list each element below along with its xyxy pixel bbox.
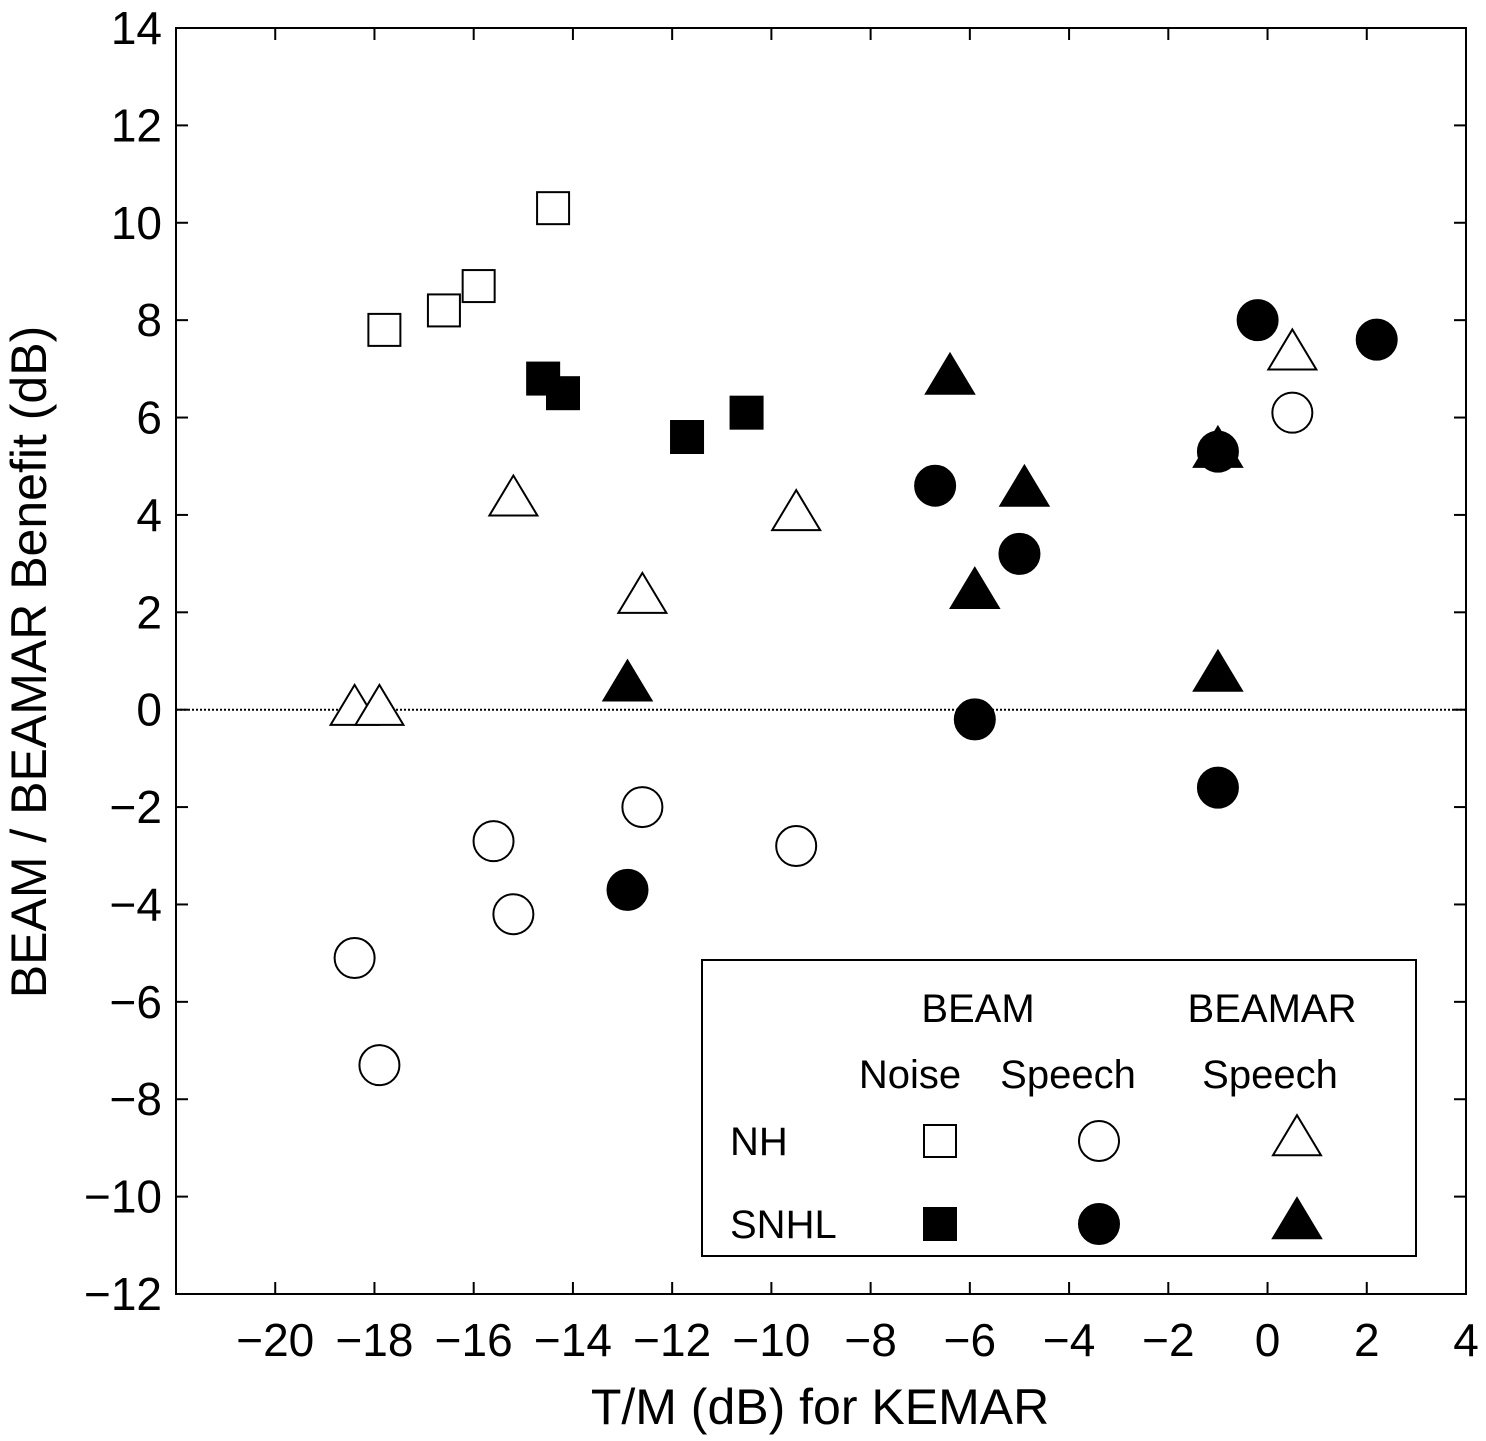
y-tick-label: −6 — [110, 976, 162, 1028]
legend-snhl-beamar-marker — [1271, 1196, 1323, 1240]
x-tick-label: 2 — [1354, 1314, 1380, 1366]
snhl-beam-noise-point — [670, 420, 705, 455]
legend-snhl-noise-marker — [923, 1207, 957, 1241]
snhl-beam-noise-point — [729, 395, 764, 430]
x-tick-label: 0 — [1255, 1314, 1281, 1366]
legend-snhl-speech-marker — [1078, 1203, 1120, 1245]
x-axis-title: T/M (dB) for KEMAR — [591, 1379, 1049, 1435]
y-tick-label: −4 — [110, 878, 162, 930]
legend-col-speech: Speech — [1000, 1053, 1136, 1097]
snhl-beamar-speech-point — [601, 658, 654, 702]
plot-frame — [175, 27, 1467, 1295]
legend-nh-speech-marker — [1078, 1120, 1120, 1162]
y-tick-label: 4 — [136, 489, 162, 541]
x-tick-label: 4 — [1453, 1314, 1479, 1366]
x-tick-label: −16 — [435, 1314, 513, 1366]
legend-header-beamar: BEAMAR — [1188, 987, 1357, 1031]
x-tick-label: −8 — [844, 1314, 896, 1366]
x-tick-label: −12 — [633, 1314, 711, 1366]
y-tick-label: 8 — [136, 294, 162, 346]
nh-beam-speech-point — [472, 820, 515, 863]
y-axis-title: BEAM / BEAMAR Benefit (dB) — [1, 326, 57, 998]
legend: BEAM BEAMAR Noise Speech Speech NH SNHL — [701, 959, 1417, 1257]
snhl-beamar-speech-point — [924, 351, 976, 395]
snhl-beam-speech-point — [1236, 299, 1279, 342]
snhl-beam-speech-point — [606, 868, 649, 911]
snhl-beam-speech-point — [953, 698, 996, 741]
y-tick-label: −12 — [84, 1268, 162, 1320]
snhl-beam-speech-point — [1196, 766, 1239, 809]
nh-beam-speech-point — [621, 786, 664, 829]
nh-beam-speech-point — [1271, 391, 1314, 434]
nh-beam-noise-point — [367, 312, 402, 347]
x-tick-label: −18 — [335, 1314, 413, 1366]
snhl-beamar-speech-point — [998, 463, 1051, 507]
legend-nh-beamar-marker — [1271, 1113, 1323, 1157]
nh-beam-noise-point — [536, 191, 571, 226]
x-tick-label: −10 — [732, 1314, 810, 1366]
nh-beam-noise-point — [426, 293, 461, 328]
x-tick-label: −2 — [1142, 1314, 1194, 1366]
nh-beam-speech-point — [358, 1044, 401, 1087]
nh-beam-speech-point — [492, 893, 535, 936]
legend-row-snhl: SNHL — [730, 1203, 837, 1247]
nh-beamar-speech-point — [616, 570, 669, 614]
y-tick-label: 10 — [111, 197, 162, 249]
y-tick-label: 2 — [136, 586, 162, 638]
x-tick-label: −6 — [944, 1314, 996, 1366]
y-tick-label: −2 — [110, 781, 162, 833]
y-tick-label: 0 — [136, 684, 162, 736]
nh-beamar-speech-point — [487, 473, 540, 517]
snhl-beamar-speech-point — [1192, 424, 1244, 468]
plot-area: −20 −18 −16 −14 −12 −10 −8 −6 −4 −2 0 2 4−12−10−8−6−… — [84, 2, 1479, 1366]
y-tick-label: 14 — [111, 2, 162, 54]
legend-header-beam: BEAM — [921, 987, 1034, 1031]
snhl-beam-noise-point — [546, 376, 580, 411]
y-tick-label: 6 — [136, 392, 162, 444]
y-tick-label: −10 — [84, 1171, 162, 1223]
y-tick-label: 12 — [111, 99, 162, 151]
nh-beamar-speech-point — [1266, 327, 1319, 371]
nh-beam-speech-point — [333, 937, 376, 980]
snhl-beamar-speech-point — [1192, 648, 1244, 692]
nh-beamar-speech-point — [353, 682, 406, 726]
nh-beamar-speech-point — [770, 488, 822, 532]
x-tick-label: −14 — [534, 1314, 612, 1366]
legend-col-noise: Noise — [859, 1053, 961, 1097]
y-tick-label: −8 — [110, 1073, 162, 1125]
snhl-beamar-speech-point — [949, 566, 1001, 610]
legend-col-beamar-speech: Speech — [1202, 1053, 1338, 1097]
nh-beam-noise-point — [461, 269, 496, 304]
snhl-beam-speech-point — [998, 532, 1041, 575]
legend-nh-noise-marker — [923, 1124, 957, 1158]
x-tick-label: −4 — [1043, 1314, 1095, 1366]
legend-row-nh: NH — [730, 1120, 788, 1164]
snhl-beam-speech-point — [914, 464, 957, 507]
snhl-beam-speech-point — [1355, 318, 1398, 361]
nh-beam-speech-point — [775, 825, 818, 868]
x-tick-label: −20 — [236, 1314, 314, 1366]
